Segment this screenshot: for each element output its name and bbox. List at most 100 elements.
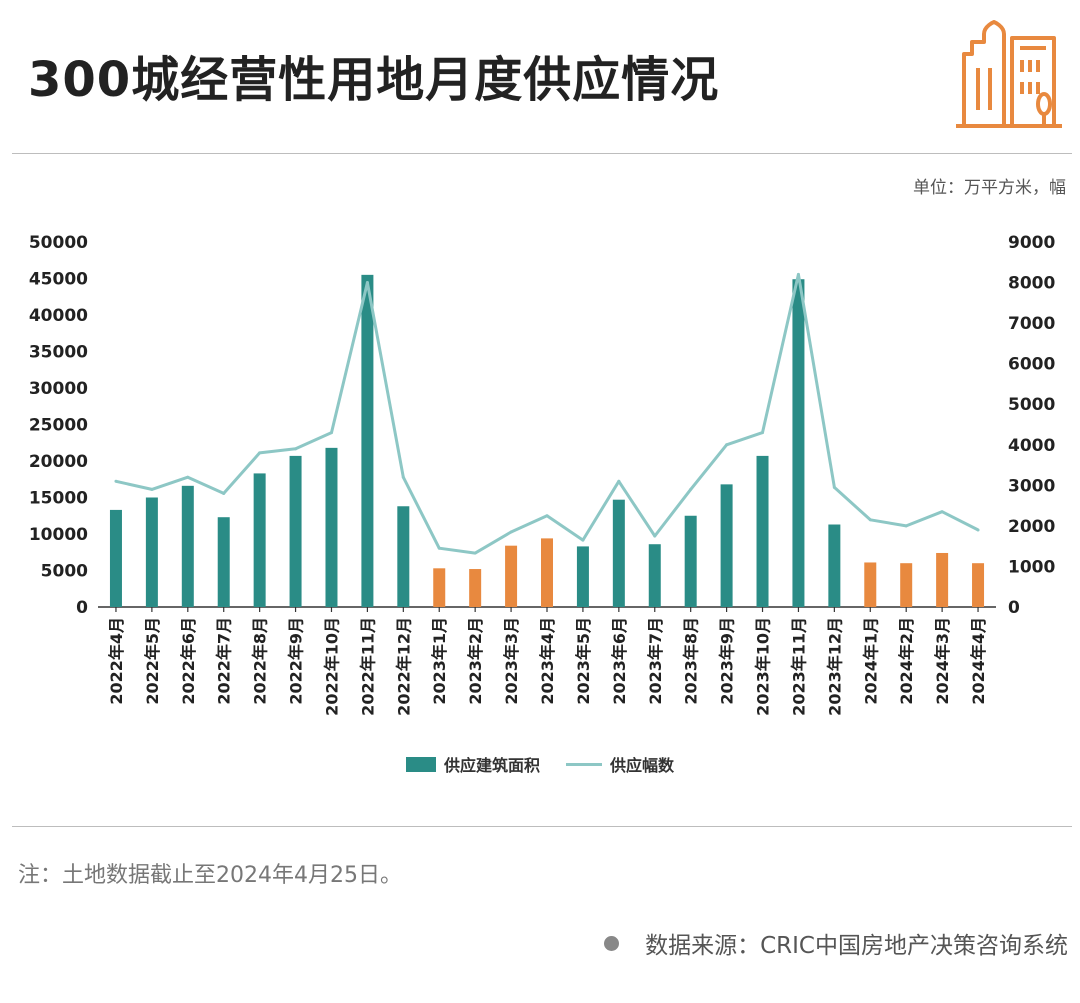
y-left-tick-label: 40000 [29, 306, 88, 326]
x-tick-label: 2022年9月 [287, 617, 306, 705]
bar [576, 546, 589, 607]
x-tick-label: 2022年5月 [143, 617, 162, 705]
bar [828, 524, 841, 607]
line-point [114, 479, 118, 483]
x-tick-label: 2023年12月 [825, 617, 844, 716]
x-tick-label: 2023年9月 [718, 617, 737, 705]
y-left-tick-label: 45000 [29, 270, 88, 290]
x-tick-label: 2022年12月 [394, 617, 413, 716]
line-point [689, 487, 693, 491]
bar [109, 509, 122, 607]
line-point [473, 551, 477, 555]
x-tick-label: 2023年1月 [430, 617, 449, 705]
bar [253, 473, 266, 607]
source-line: 数据来源：CRIC中国房地产决策咨询系统 [604, 926, 1068, 960]
bar [648, 544, 661, 607]
bar [720, 484, 733, 607]
x-tick-label: 2023年8月 [682, 617, 701, 705]
bar [181, 485, 194, 607]
line-point [832, 485, 836, 489]
line-point [437, 546, 441, 550]
bar [541, 538, 553, 607]
unit-label: 单位：万平方米，幅 [913, 178, 1066, 198]
y-left-tick-label: 50000 [29, 233, 88, 253]
y-left-tick-label: 15000 [29, 489, 88, 509]
chart-legend: 供应建筑面积 供应幅数 [0, 752, 1080, 776]
x-tick-label: 2022年4月 [107, 617, 126, 705]
y-right-tick-label: 7000 [1008, 314, 1055, 334]
bar [612, 499, 625, 607]
y-right-tick-label: 8000 [1008, 274, 1055, 294]
bar [756, 455, 769, 607]
x-tick-label: 2023年7月 [646, 617, 665, 705]
bar [217, 517, 230, 607]
line-point [617, 479, 621, 483]
chart-area: 0500010000150002000025000300003500040000… [29, 233, 1056, 716]
line-point [329, 431, 333, 435]
header-divider [12, 153, 1072, 154]
line-point [581, 538, 585, 542]
bar [936, 552, 949, 607]
y-right-tick-label: 0 [1008, 598, 1020, 618]
line-series-supply-count [115, 272, 979, 555]
legend-item-line: 供应幅数 [566, 752, 674, 776]
y-left-tick-label: 35000 [29, 343, 88, 363]
y-left-tick-label: 10000 [29, 525, 88, 545]
y-left-tick-label: 30000 [29, 379, 88, 399]
x-tick-label: 2023年6月 [610, 617, 629, 705]
bar [469, 569, 482, 607]
footer-divider [12, 826, 1072, 827]
line-point [653, 534, 657, 538]
y-left-tick-label: 0 [76, 598, 88, 618]
bar [433, 568, 446, 607]
x-tick-label: 2022年11月 [358, 617, 377, 716]
legend-item-bar: 供应建筑面积 [405, 752, 540, 776]
source-text: 数据来源：CRIC中国房地产决策咨询系统 [645, 933, 1068, 959]
y-right-tick-label: 5000 [1008, 395, 1055, 415]
y-right-tick-label: 4000 [1008, 436, 1055, 456]
x-tick-label: 2022年10月 [322, 617, 341, 716]
line-point [725, 443, 729, 447]
line-point [545, 514, 549, 518]
x-tick-label: 2022年7月 [215, 617, 234, 705]
y-left-tick-label: 25000 [29, 416, 88, 436]
line-point [186, 475, 190, 479]
y-right-tick-label: 3000 [1008, 476, 1055, 496]
bar [684, 515, 697, 607]
bar [505, 545, 518, 607]
legend-line-swatch [566, 762, 602, 766]
bar [325, 447, 338, 607]
x-tick-label: 2023年3月 [502, 617, 521, 705]
x-tick-label: 2023年2月 [466, 617, 485, 705]
footnote: 注：土地数据截止至2024年4月25日。 [18, 863, 402, 888]
y-left-tick-label: 20000 [29, 452, 88, 472]
line-point [365, 281, 369, 285]
bar [864, 562, 877, 607]
x-tick-label: 2024年1月 [861, 617, 880, 705]
legend-bar-label: 供应建筑面积 [443, 756, 540, 775]
x-tick-label: 2022年8月 [251, 617, 270, 705]
line-point [761, 431, 765, 435]
y-right-tick-label: 2000 [1008, 517, 1055, 537]
line-point [868, 518, 872, 522]
bar [361, 274, 374, 607]
bar [397, 506, 410, 607]
y-right-tick-label: 1000 [1008, 557, 1055, 577]
line-point [150, 487, 154, 491]
x-tick-label: 2024年4月 [969, 617, 988, 705]
bar [145, 497, 158, 607]
y-right-tick-label: 6000 [1008, 355, 1055, 375]
x-tick-label: 2023年10月 [754, 617, 773, 716]
y-left-tick-label: 5000 [41, 562, 88, 582]
y-right-tick-label: 9000 [1008, 233, 1055, 253]
line-point [940, 510, 944, 514]
bar [792, 279, 805, 607]
legend-bar-swatch [405, 756, 436, 772]
line-point [401, 475, 405, 479]
x-tick-label: 2023年5月 [574, 617, 593, 705]
x-tick-label: 2022年6月 [179, 617, 198, 705]
x-tick-label: 2023年11月 [789, 617, 808, 716]
line-point [904, 524, 908, 528]
page-title: 300城经营性用地月度供应情况 [28, 52, 720, 108]
legend-line-label: 供应幅数 [610, 756, 675, 775]
